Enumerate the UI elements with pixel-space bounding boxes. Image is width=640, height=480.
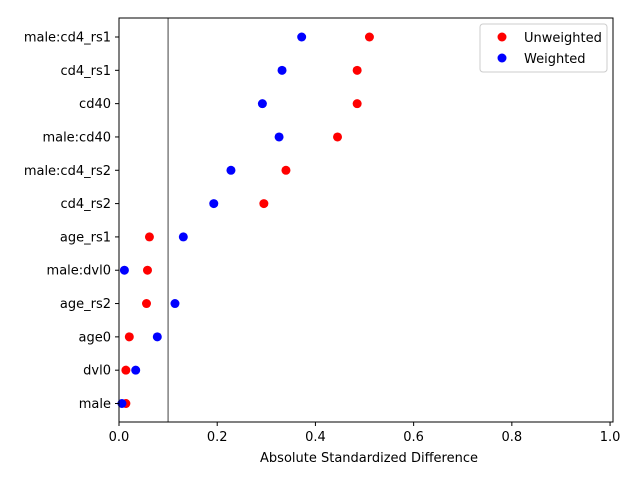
data-point-weighted bbox=[274, 132, 284, 142]
y-category-label: age_rs2 bbox=[60, 297, 111, 312]
y-category-label: cd4_rs2 bbox=[60, 197, 111, 212]
data-point-weighted bbox=[226, 165, 236, 175]
data-point-weighted bbox=[131, 365, 141, 375]
data-point-weighted bbox=[257, 99, 267, 109]
y-category-label: male:cd4_rs2 bbox=[24, 164, 111, 179]
data-point-weighted bbox=[119, 265, 129, 275]
y-category-label: male:cd40 bbox=[42, 130, 111, 145]
data-point-unweighted bbox=[333, 132, 343, 142]
x-axis-ticks: 0.0 0.2 0.4 0.6 0.8 1.0 bbox=[109, 422, 621, 445]
x-tick-label: 0.6 bbox=[403, 430, 424, 445]
data-point-weighted bbox=[178, 232, 188, 242]
plot-area bbox=[119, 18, 613, 422]
y-category-label: age_rs1 bbox=[60, 230, 111, 245]
legend-label-weighted: Weighted bbox=[524, 52, 586, 67]
x-tick-label: 0.4 bbox=[305, 430, 326, 445]
y-category-label: cd4_rs1 bbox=[60, 64, 111, 79]
data-point-unweighted bbox=[352, 99, 362, 109]
y-category-label: male:dvl0 bbox=[47, 264, 111, 279]
legend: Unweighted Weighted bbox=[479, 23, 608, 73]
data-points-layer bbox=[117, 32, 374, 408]
data-point-unweighted bbox=[364, 32, 374, 42]
y-axis-ticks: male:cd4_rs1 cd4_rs1 cd40 male:cd40 male:cd4… bbox=[24, 31, 119, 412]
x-tick-label: 0.8 bbox=[501, 430, 522, 445]
x-tick-label: 1.0 bbox=[600, 430, 621, 445]
data-point-unweighted bbox=[352, 65, 362, 75]
legend-box bbox=[479, 23, 608, 73]
data-point-unweighted bbox=[144, 232, 154, 242]
x-axis-label: Absolute Standardized Difference bbox=[260, 451, 478, 466]
legend-marker-unweighted bbox=[497, 32, 507, 42]
y-category-label: dvl0 bbox=[83, 364, 111, 379]
data-point-weighted bbox=[297, 32, 307, 42]
y-category-label: cd40 bbox=[79, 97, 111, 112]
data-point-weighted bbox=[277, 65, 287, 75]
y-category-label: age0 bbox=[79, 330, 112, 345]
data-point-unweighted bbox=[141, 299, 151, 309]
y-category-label: male:cd4_rs1 bbox=[24, 31, 111, 46]
data-point-weighted bbox=[152, 332, 162, 342]
data-point-unweighted bbox=[281, 165, 291, 175]
data-point-weighted bbox=[170, 299, 180, 309]
data-point-unweighted bbox=[124, 332, 134, 342]
plot-frame bbox=[118, 17, 614, 423]
legend-label-unweighted: Unweighted bbox=[524, 31, 602, 46]
data-point-unweighted bbox=[121, 365, 131, 375]
legend-marker-weighted bbox=[497, 53, 507, 63]
data-point-unweighted bbox=[142, 265, 152, 275]
data-point-weighted bbox=[117, 399, 127, 408]
y-category-label: male bbox=[79, 397, 111, 412]
data-point-unweighted bbox=[259, 199, 269, 209]
x-tick-label: 0.0 bbox=[109, 430, 130, 445]
x-tick-label: 0.2 bbox=[207, 430, 228, 445]
data-point-weighted bbox=[209, 199, 219, 209]
